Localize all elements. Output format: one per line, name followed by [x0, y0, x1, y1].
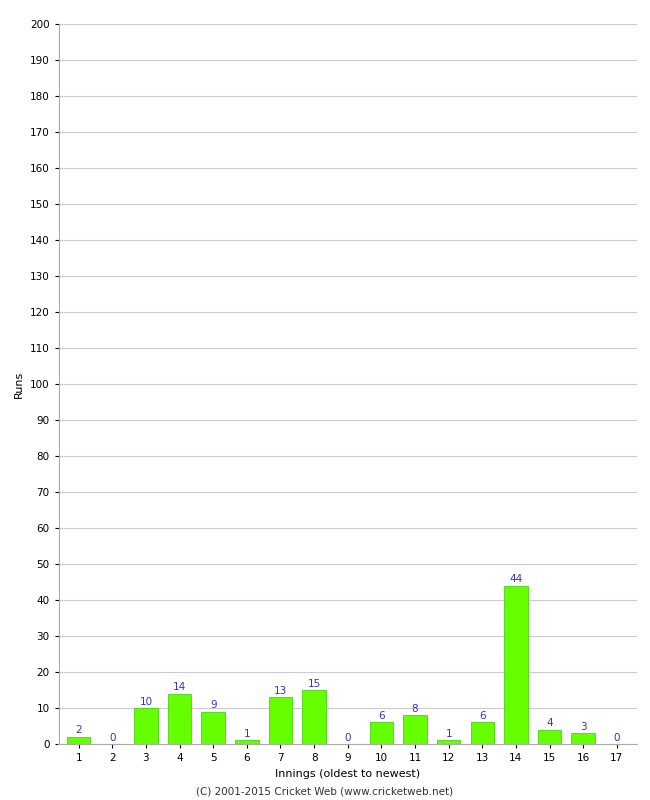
Bar — [471, 722, 494, 744]
Text: 15: 15 — [307, 678, 320, 689]
Text: 6: 6 — [479, 711, 486, 721]
Text: 2: 2 — [75, 726, 82, 735]
Bar — [370, 722, 393, 744]
Text: 44: 44 — [510, 574, 523, 584]
Text: 13: 13 — [274, 686, 287, 696]
Text: 0: 0 — [614, 733, 620, 742]
Text: 4: 4 — [546, 718, 553, 728]
Text: 0: 0 — [109, 733, 116, 742]
Text: 6: 6 — [378, 711, 385, 721]
Text: 1: 1 — [445, 729, 452, 739]
Text: 10: 10 — [139, 697, 153, 706]
Text: 1: 1 — [244, 729, 250, 739]
Bar — [538, 730, 562, 744]
Bar — [134, 708, 158, 744]
Bar — [67, 737, 90, 744]
X-axis label: Innings (oldest to newest): Innings (oldest to newest) — [275, 769, 421, 778]
Text: 14: 14 — [173, 682, 186, 692]
Bar — [403, 715, 427, 744]
Bar — [235, 741, 259, 744]
Text: 3: 3 — [580, 722, 586, 732]
Bar — [571, 733, 595, 744]
Bar — [302, 690, 326, 744]
Bar — [202, 712, 225, 744]
Bar — [268, 697, 292, 744]
Bar — [437, 741, 460, 744]
Text: 8: 8 — [411, 704, 419, 714]
Text: (C) 2001-2015 Cricket Web (www.cricketweb.net): (C) 2001-2015 Cricket Web (www.cricketwe… — [196, 786, 454, 796]
Text: 9: 9 — [210, 700, 216, 710]
Y-axis label: Runs: Runs — [14, 370, 24, 398]
Text: 0: 0 — [344, 733, 351, 742]
Bar — [168, 694, 191, 744]
Bar — [504, 586, 528, 744]
